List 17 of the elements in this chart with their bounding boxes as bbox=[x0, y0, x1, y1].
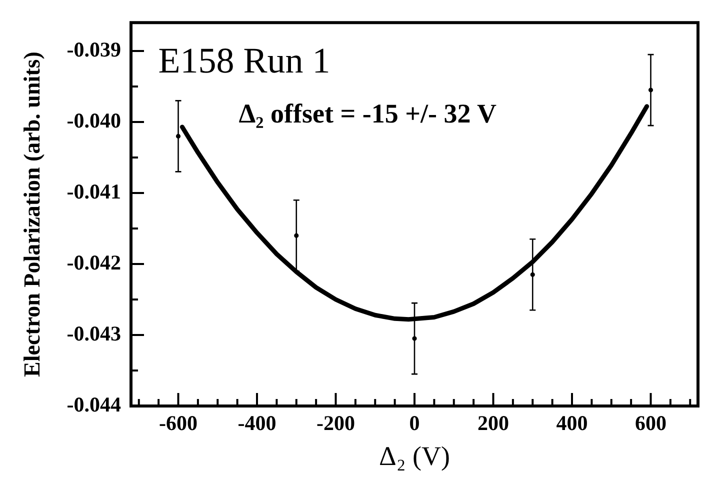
x-tick-label: 0 bbox=[409, 411, 420, 436]
x-tick-label: -600 bbox=[159, 411, 198, 436]
annotation: Δ₂ offset = -15 +/- 32 V bbox=[238, 98, 497, 128]
x-tick-label: -200 bbox=[316, 411, 355, 436]
y-tick-label: -0.041 bbox=[66, 179, 121, 204]
y-tick-label: -0.042 bbox=[66, 250, 121, 274]
y-tick-label: -0.044 bbox=[66, 392, 122, 416]
annotation: E158 Run 1 bbox=[158, 40, 330, 80]
x-axis-title: Δ₂ (V) bbox=[378, 440, 450, 471]
x-tick-label: 400 bbox=[556, 411, 588, 436]
x-tick-label: 600 bbox=[635, 411, 666, 436]
y-tick-label: -0.043 bbox=[66, 321, 121, 346]
x-tick-label: 200 bbox=[478, 411, 509, 436]
y-tick-label: -0.039 bbox=[66, 37, 121, 62]
y-tick-label: -0.040 bbox=[66, 108, 121, 132]
y-axis-title: Electron Polarization (arb. units) bbox=[20, 52, 45, 377]
x-tick-label: -400 bbox=[238, 411, 276, 436]
